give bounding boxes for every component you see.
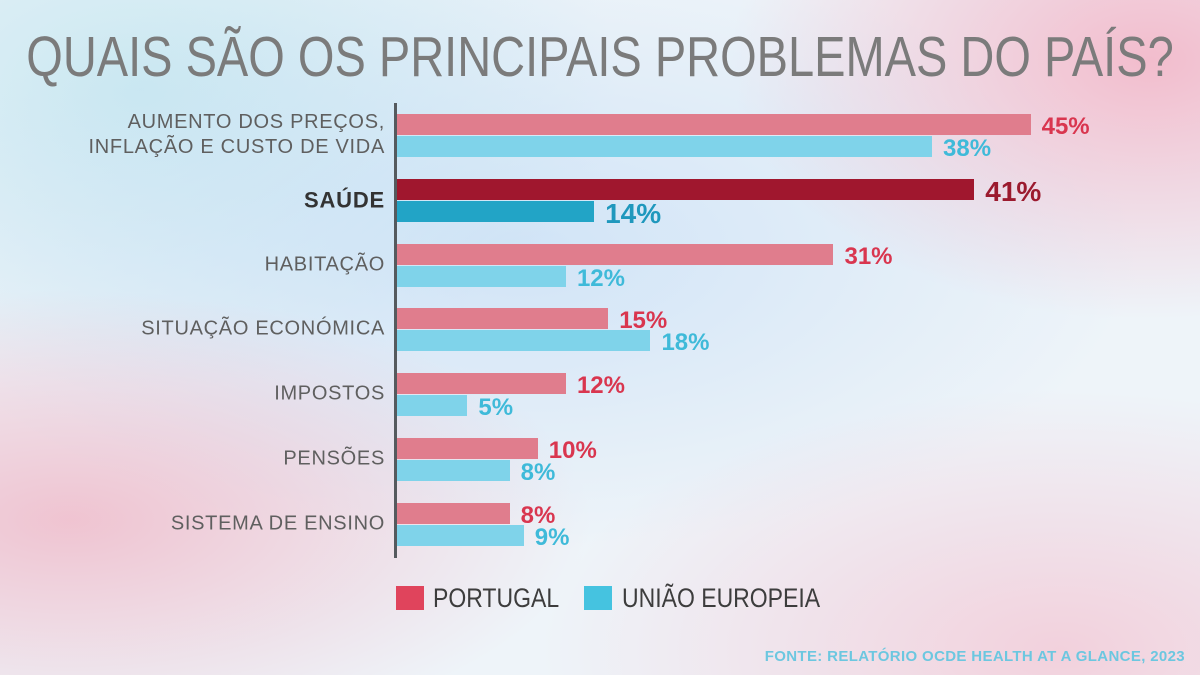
source-note: FONTE: RELATÓRIO OCDE HEALTH AT A GLANCE…: [764, 648, 1185, 665]
uniao-europeia-bar: [397, 460, 510, 481]
portugal-bar: [397, 244, 834, 265]
portugal-bar: [397, 308, 609, 329]
portugal-bar: [397, 438, 538, 459]
uniao-europeia-value-label: 38%: [943, 135, 992, 162]
uniao-europeia-value-label: 12%: [576, 265, 625, 292]
uniao-europeia-value-label: 14%: [605, 198, 662, 229]
portugal-bar: [397, 179, 975, 200]
portugal-value-label: 15%: [619, 307, 668, 334]
category-label: PENSÕES: [283, 447, 385, 470]
uniao-europeia-bar: [397, 525, 524, 546]
category-axis-line: [394, 103, 397, 558]
category-label: SAÚDE: [303, 187, 385, 213]
uniao-europeia-value-label: 9%: [534, 524, 570, 551]
uniao-europeia-legend-swatch: [584, 586, 612, 610]
category-label: AUMENTO DOS PREÇOS, INFLAÇÃO E CUSTO DE …: [88, 111, 385, 158]
portugal-bar: [397, 503, 510, 524]
category-label: IMPOSTOS: [274, 382, 385, 405]
category-label: SITUAÇÃO ECONÓMICA: [141, 317, 385, 340]
portugal-value-label: 31%: [844, 243, 893, 270]
uniao-europeia-bar: [397, 266, 566, 287]
category-label: SISTEMA DE ENSINO: [170, 512, 385, 535]
uniao-europeia-legend-label: UNIÃO EUROPEIA: [622, 583, 821, 613]
uniao-europeia-bar: [397, 330, 651, 351]
uniao-europeia-bar: [397, 136, 933, 157]
portugal-legend-swatch: [396, 586, 424, 610]
uniao-europeia-bar: [397, 201, 595, 222]
portugal-bar: [397, 373, 566, 394]
portugal-value-label: 10%: [548, 437, 597, 464]
uniao-europeia-value-label: 18%: [661, 329, 710, 356]
chart-title: QUAIS SÃO OS PRINCIPAIS PROBLEMAS DO PAÍ…: [26, 24, 1174, 88]
portugal-value-label: 8%: [520, 502, 556, 529]
category-label: HABITAÇÃO: [264, 253, 385, 276]
portugal-legend-label: PORTUGAL: [433, 583, 560, 613]
portugal-value-label: 45%: [1041, 113, 1090, 140]
uniao-europeia-bar: [397, 395, 468, 416]
portugal-value-label: 12%: [576, 372, 625, 399]
uniao-europeia-value-label: 5%: [478, 394, 514, 421]
portugal-value-label: 41%: [985, 176, 1042, 207]
portugal-bar: [397, 114, 1031, 135]
uniao-europeia-value-label: 8%: [520, 459, 556, 486]
